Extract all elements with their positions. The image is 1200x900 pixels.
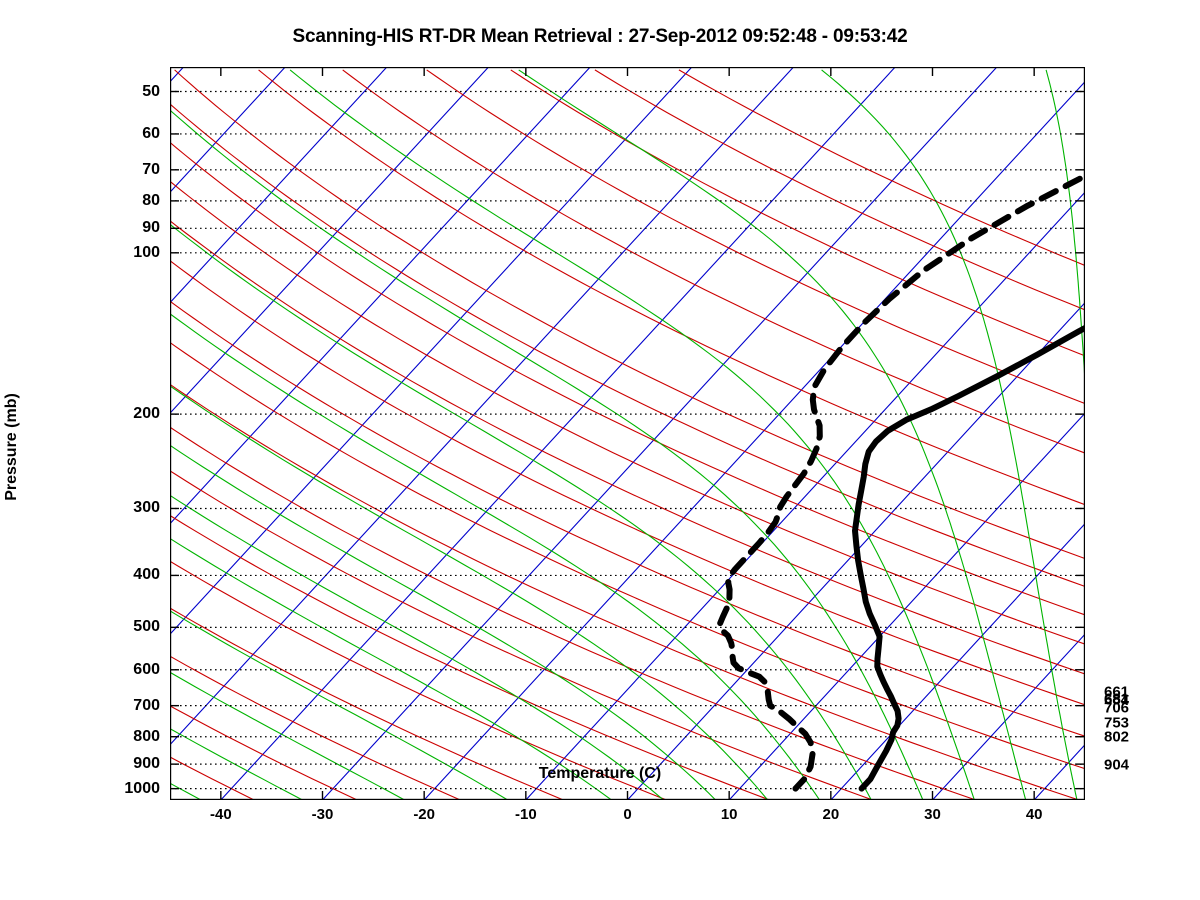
right-axis-label: 706 [1104, 699, 1130, 717]
x-tick-label: 10 [720, 806, 738, 823]
y-tick-label: 300 [133, 499, 160, 517]
y-tick-label: 60 [142, 124, 160, 142]
right-axis-label: 904 [1104, 756, 1130, 774]
x-tick-label: 40 [1025, 806, 1043, 823]
x-axis-label: Temperature (C) [538, 765, 662, 782]
y-tick-label: 1000 [124, 779, 160, 797]
y-tick-label: 70 [142, 160, 160, 178]
x-tick-label: 0 [623, 806, 632, 823]
chart-title: Scanning-HIS RT-DR Mean Retrieval : 27-S… [292, 26, 908, 47]
right-axis-label: 681 [1104, 690, 1130, 708]
y-tick-label: 700 [133, 696, 160, 714]
right-axis-label: 802 [1104, 728, 1130, 746]
x-tick-label: -40 [209, 806, 232, 823]
right-axis-labels: 661 681 684 706 753 802 904 [1104, 67, 1200, 800]
right-axis-label: 661 [1104, 683, 1130, 701]
y-axis-ticks: 50 60 70 80 90 100 200 300 400 500 600 700 800 900 100… [60, 67, 160, 800]
y-tick-label: 200 [133, 405, 160, 423]
y-tick-label: 100 [133, 243, 160, 261]
y-tick-label: 800 [133, 727, 160, 745]
y-axis-label: Pressure (mb) [3, 393, 20, 501]
x-tick-label: -10 [514, 806, 537, 823]
x-tick-label: -20 [413, 806, 435, 823]
y-tick-label: 900 [133, 755, 160, 773]
right-axis-label: 753 [1104, 714, 1130, 732]
y-tick-label: 400 [133, 566, 160, 584]
plot-area [170, 67, 1085, 800]
y-tick-label: 90 [142, 219, 160, 237]
y-tick-label: 80 [142, 191, 160, 209]
x-tick-label: 20 [822, 806, 840, 823]
x-tick-label: -30 [311, 806, 334, 823]
y-tick-label: 500 [133, 618, 160, 636]
x-tick-label: 30 [924, 806, 941, 823]
x-axis-ticks: -40 -30 -20 -10 0 10 20 30 40 [170, 806, 1085, 830]
y-tick-label: 50 [142, 82, 160, 100]
plot-svg [170, 67, 1085, 800]
y-tick-label: 600 [133, 660, 160, 678]
right-axis-label: 684 [1104, 691, 1130, 709]
